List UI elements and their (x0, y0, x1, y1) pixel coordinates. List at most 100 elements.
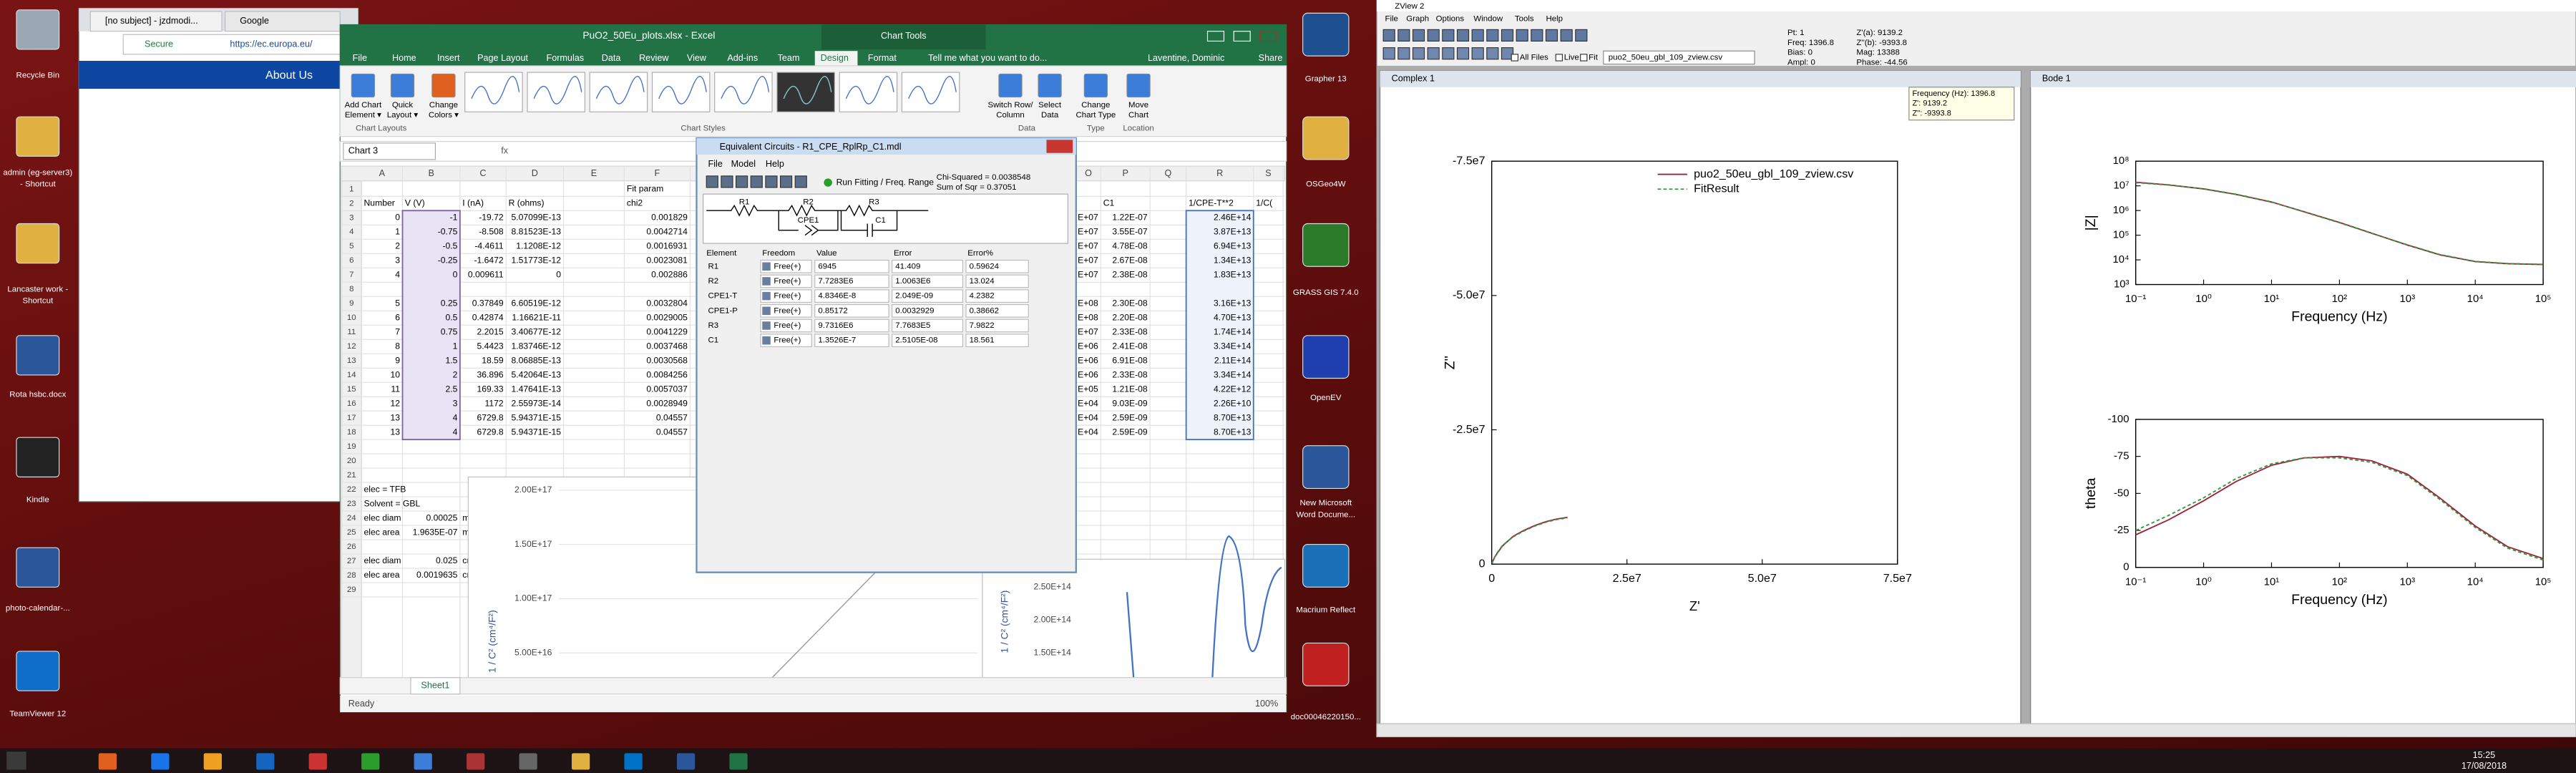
table-header: Error% (967, 249, 993, 258)
checkbox-label[interactable]: Live (1564, 53, 1579, 62)
ribbon-tab[interactable]: Team (778, 53, 800, 63)
cell: 18.59 (482, 355, 504, 365)
table-cell-text: 4.8346E-8 (818, 292, 856, 301)
ribbon-button[interactable]: Colors ▾ (429, 111, 459, 120)
thumb-curve (783, 76, 832, 104)
table-cell (760, 259, 812, 273)
table-cell (760, 334, 812, 347)
cell: 36.896 (477, 369, 504, 379)
cell: 6.60519E-12 (511, 298, 561, 308)
ribbon-button[interactable]: Add Chart (345, 101, 382, 110)
row-header: 15 (347, 385, 356, 394)
browser-tab (89, 11, 223, 32)
cell: Number (364, 198, 395, 208)
ribbon-tab[interactable]: Design (821, 53, 849, 63)
browser-tab-label[interactable]: [no subject] - jzdmodi... (105, 16, 198, 26)
ribbon-group-label: Location (1123, 124, 1153, 132)
table-cell (965, 303, 1029, 318)
ribbon-button[interactable]: Move (1128, 101, 1148, 110)
ribbon-button[interactable]: Change (429, 101, 458, 110)
cell: 0.0029005 (646, 312, 688, 322)
status-text: Pt: 1 (1787, 29, 1805, 37)
menu-item[interactable]: File (708, 159, 723, 169)
cell: 5.42064E-13 (511, 369, 561, 379)
ribbon-button[interactable]: Element ▾ (345, 111, 381, 120)
ribbon-button[interactable]: Column (996, 111, 1025, 120)
menu-item[interactable]: Help (1546, 14, 1563, 23)
freedom-icon (762, 291, 771, 301)
cell: E+04 (1078, 427, 1098, 437)
ribbon-group-label: Chart Styles (680, 124, 726, 132)
nav-link[interactable]: About Us (265, 69, 313, 82)
dialog-title: Equivalent Circuits - R1_CPE_RplRp_C1.md… (720, 142, 902, 152)
ribbon-tab[interactable]: File (353, 53, 367, 63)
y-tick-label: 10⁸ (2113, 155, 2129, 167)
share-button[interactable]: Share (1259, 53, 1283, 63)
ribbon-button[interactable]: Data (1041, 111, 1059, 120)
ribbon-tab[interactable]: Formulas (546, 53, 584, 63)
menu-item[interactable]: Options (1436, 14, 1465, 23)
ribbon-tab[interactable]: Page Layout (477, 53, 528, 63)
ribbon-tab[interactable]: Home (392, 53, 416, 63)
ribbon-button[interactable]: Change (1081, 101, 1110, 110)
address-bar (122, 34, 354, 55)
desktop-icon (1302, 223, 1350, 267)
menu-item[interactable]: Help (766, 159, 784, 169)
table-cell (814, 274, 889, 288)
ribbon-tab[interactable]: Review (639, 53, 669, 63)
menu-item[interactable]: Window (1473, 14, 1503, 23)
file-selector[interactable]: puo2_50eu_gbl_109_zview.csv (1609, 53, 1723, 62)
table-cell-text: R2 (708, 277, 719, 286)
x-tick-label: 10³ (2400, 575, 2416, 588)
ribbon-tab[interactable]: View (687, 53, 707, 63)
ribbon-button[interactable]: Chart (1128, 111, 1149, 120)
run-button[interactable]: Run Fitting / Freq. Range (836, 177, 935, 187)
ribbon-icon (1083, 73, 1108, 98)
cell: 8.81523E-13 (511, 226, 561, 236)
sheet-tab[interactable]: Sheet1 (421, 681, 449, 691)
cell: elec area (364, 570, 400, 580)
taskbar-app (151, 753, 170, 770)
table-cell-text: Free(+) (774, 262, 801, 271)
chart-axis-label: 2.00E+17 (514, 485, 552, 495)
cell: 2.33E-08 (1112, 326, 1148, 336)
menu-item[interactable]: Tools (1515, 14, 1534, 23)
browser-tab-label[interactable]: Google (240, 16, 269, 26)
ribbon-group-label: Chart Layouts (356, 124, 407, 132)
ribbon-tab[interactable]: Add-ins (727, 53, 758, 63)
ribbon-tab[interactable]: Insert (437, 53, 460, 63)
ribbon-button[interactable]: Select (1038, 101, 1062, 110)
cell: 1.16621E-11 (512, 312, 561, 322)
sheet-tab (410, 677, 461, 695)
table-cell-text: Free(+) (774, 336, 801, 345)
y-tick-label: -75 (2114, 450, 2129, 462)
checkbox-label[interactable]: All Files (1520, 53, 1548, 62)
window-control (1259, 31, 1277, 42)
table-cell-text: 7.9822 (970, 321, 995, 330)
ribbon-tab[interactable]: Format (868, 53, 897, 63)
ribbon-button[interactable]: Layout ▾ (387, 111, 419, 120)
ribbon-tab[interactable]: Data (602, 53, 622, 63)
row-header: 10 (347, 313, 356, 322)
menu-item[interactable]: Model (731, 159, 756, 169)
column-header: R (1216, 168, 1223, 178)
table-cell (892, 334, 963, 347)
ribbon-button[interactable]: Quick (392, 101, 414, 110)
menu-item[interactable]: File (1385, 14, 1397, 23)
ribbon-button[interactable]: Switch Row/ (987, 101, 1033, 110)
table-cell-text: 0.59624 (970, 262, 1000, 271)
menu-item[interactable]: Graph (1406, 14, 1429, 23)
cell: 1.21E-08 (1112, 384, 1148, 394)
ribbon-button[interactable]: Chart Type (1075, 111, 1116, 120)
table-cell-text: Free(+) (774, 321, 801, 330)
cell: 8.06885E-13 (511, 355, 561, 365)
table-cell-text: 0.85172 (818, 306, 847, 315)
cell: 9 (395, 355, 400, 365)
row-header: 19 (347, 442, 356, 451)
y-tick-label: 0 (1479, 557, 1485, 570)
y-tick-label: -50 (2114, 487, 2129, 499)
row-header: 28 (347, 571, 356, 580)
checkbox-label[interactable]: Fit (1589, 53, 1599, 62)
table-cell-text: R1 (708, 262, 719, 271)
cell: 2.41E-08 (1112, 341, 1148, 351)
